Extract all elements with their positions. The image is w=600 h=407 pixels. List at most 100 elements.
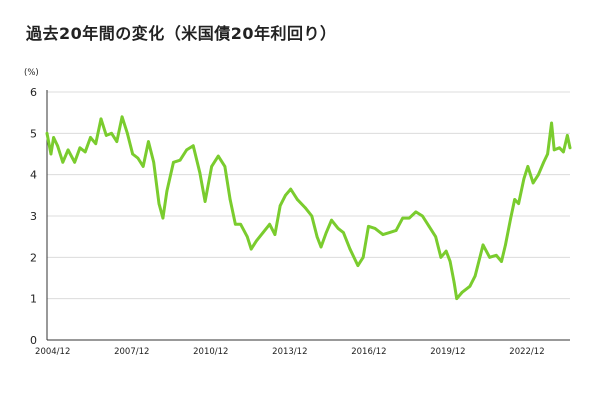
data-point bbox=[239, 222, 242, 226]
data-point bbox=[522, 177, 526, 181]
data-point bbox=[394, 229, 398, 232]
axes bbox=[46, 90, 570, 341]
gridlines bbox=[47, 91, 570, 300]
x-tick-label: 2013/12 bbox=[272, 347, 307, 357]
x-tick-label: 2019/12 bbox=[430, 347, 465, 357]
data-point bbox=[152, 160, 156, 164]
y-tick-label: 6 bbox=[30, 86, 37, 99]
data-point bbox=[198, 171, 202, 174]
y-axis-unit: (%) bbox=[24, 68, 39, 78]
data-point bbox=[185, 148, 188, 152]
data-point bbox=[78, 146, 82, 150]
data-point bbox=[439, 256, 443, 259]
data-point bbox=[356, 264, 360, 267]
data-point bbox=[161, 216, 165, 220]
x-tick-label: 2010/12 bbox=[193, 347, 228, 357]
data-point bbox=[473, 274, 477, 278]
data-point bbox=[303, 206, 307, 210]
y-tick-label: 4 bbox=[30, 169, 37, 182]
data-point bbox=[330, 218, 333, 222]
tick-labels: 0 1 2 3 4 5 6 (%) 2004/12 2007/12 2010/12 2013/12 20… bbox=[24, 68, 545, 357]
data-point bbox=[104, 134, 108, 137]
data-point bbox=[367, 225, 370, 228]
data-point bbox=[203, 200, 207, 203]
data-point bbox=[342, 231, 345, 234]
data-point bbox=[348, 247, 352, 251]
data-point bbox=[49, 152, 53, 156]
data-point bbox=[165, 189, 169, 193]
data-point bbox=[336, 227, 340, 230]
data-point bbox=[517, 202, 520, 205]
data-point bbox=[361, 256, 365, 259]
data-point bbox=[481, 243, 485, 247]
data-point bbox=[191, 144, 195, 148]
x-tick-label: 2004/12 bbox=[35, 347, 70, 357]
data-point bbox=[452, 280, 456, 284]
data-point bbox=[494, 253, 498, 257]
data-point bbox=[319, 245, 323, 249]
data-point bbox=[414, 210, 418, 214]
data-point bbox=[421, 214, 424, 218]
data-point bbox=[268, 222, 271, 226]
data-point bbox=[278, 204, 282, 207]
data-point bbox=[552, 148, 556, 152]
data-point bbox=[310, 214, 314, 218]
data-point bbox=[66, 148, 70, 152]
data-point bbox=[488, 256, 491, 259]
data-point bbox=[513, 198, 516, 201]
x-tick-label: 2016/12 bbox=[351, 347, 386, 357]
data-point bbox=[141, 165, 145, 168]
data-point bbox=[373, 227, 377, 230]
data-point bbox=[234, 222, 237, 226]
data-point bbox=[468, 284, 472, 288]
data-point bbox=[558, 146, 561, 150]
data-point bbox=[324, 231, 328, 234]
data-point bbox=[289, 187, 293, 191]
data-point bbox=[136, 156, 140, 160]
data-point bbox=[52, 136, 55, 139]
data-point bbox=[460, 291, 464, 294]
data-point bbox=[223, 165, 227, 168]
data-point bbox=[131, 152, 134, 156]
data-point bbox=[228, 198, 232, 201]
data-point bbox=[500, 260, 503, 263]
data-point bbox=[407, 216, 411, 220]
y-tick-label: 5 bbox=[30, 127, 37, 140]
data-point bbox=[157, 202, 161, 205]
data-point bbox=[542, 160, 545, 164]
y-tick-label: 0 bbox=[30, 334, 37, 347]
data-point bbox=[178, 158, 182, 162]
series-layer bbox=[45, 115, 572, 301]
data-point bbox=[444, 249, 448, 253]
data-point bbox=[56, 144, 59, 148]
data-point bbox=[550, 121, 553, 125]
chart-title: 過去20年間の変化（米国債20年利回り） bbox=[26, 24, 337, 43]
data-point bbox=[261, 231, 265, 234]
data-point bbox=[388, 231, 391, 234]
data-point bbox=[216, 154, 220, 158]
data-point bbox=[434, 235, 437, 238]
data-point bbox=[381, 233, 385, 236]
data-point bbox=[120, 115, 124, 119]
data-point bbox=[172, 160, 175, 164]
x-tick-label: 2022/12 bbox=[509, 347, 544, 357]
y-tick-label: 3 bbox=[30, 210, 37, 223]
data-point bbox=[566, 134, 569, 137]
data-point bbox=[401, 216, 404, 220]
data-point bbox=[89, 136, 92, 139]
data-point bbox=[526, 165, 530, 168]
data-point bbox=[315, 235, 319, 238]
data-point bbox=[537, 173, 540, 176]
data-point bbox=[147, 140, 150, 143]
x-tick-label: 2007/12 bbox=[114, 347, 149, 357]
data-point bbox=[504, 243, 507, 247]
data-point bbox=[73, 160, 76, 164]
data-point bbox=[568, 146, 572, 150]
data-point bbox=[115, 140, 119, 143]
data-point bbox=[531, 181, 535, 185]
data-point bbox=[255, 239, 258, 243]
data-point bbox=[296, 198, 299, 201]
data-point bbox=[249, 247, 253, 251]
